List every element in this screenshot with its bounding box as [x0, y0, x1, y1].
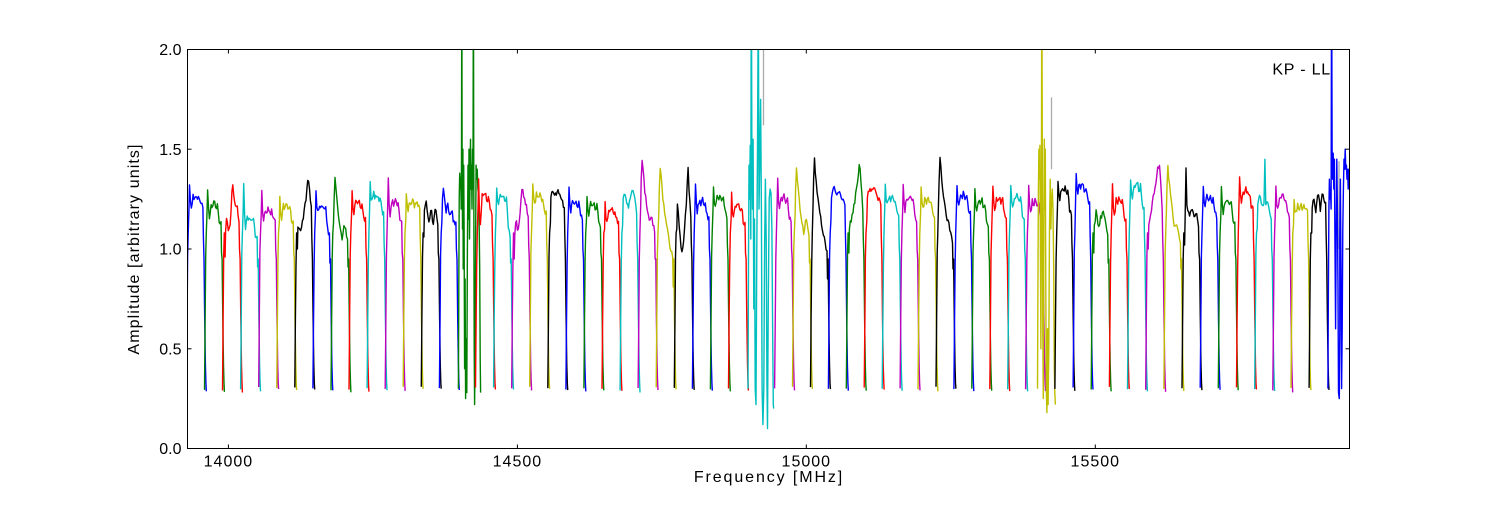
svg-text:15000: 15000	[782, 454, 832, 471]
svg-text:14500: 14500	[493, 454, 543, 471]
svg-text:0.0: 0.0	[159, 441, 181, 458]
svg-text:Frequency [MHz]: Frequency [MHz]	[694, 469, 844, 486]
svg-text:KP - LL: KP - LL	[1272, 62, 1331, 79]
svg-text:14000: 14000	[204, 454, 254, 471]
svg-text:1.0: 1.0	[159, 242, 181, 259]
svg-text:Amplitude [arbitrary units]: Amplitude [arbitrary units]	[126, 143, 143, 354]
svg-text:2.0: 2.0	[159, 42, 181, 59]
svg-text:0.5: 0.5	[159, 341, 181, 358]
svg-text:1.5: 1.5	[159, 142, 181, 159]
svg-text:15500: 15500	[1071, 454, 1121, 471]
